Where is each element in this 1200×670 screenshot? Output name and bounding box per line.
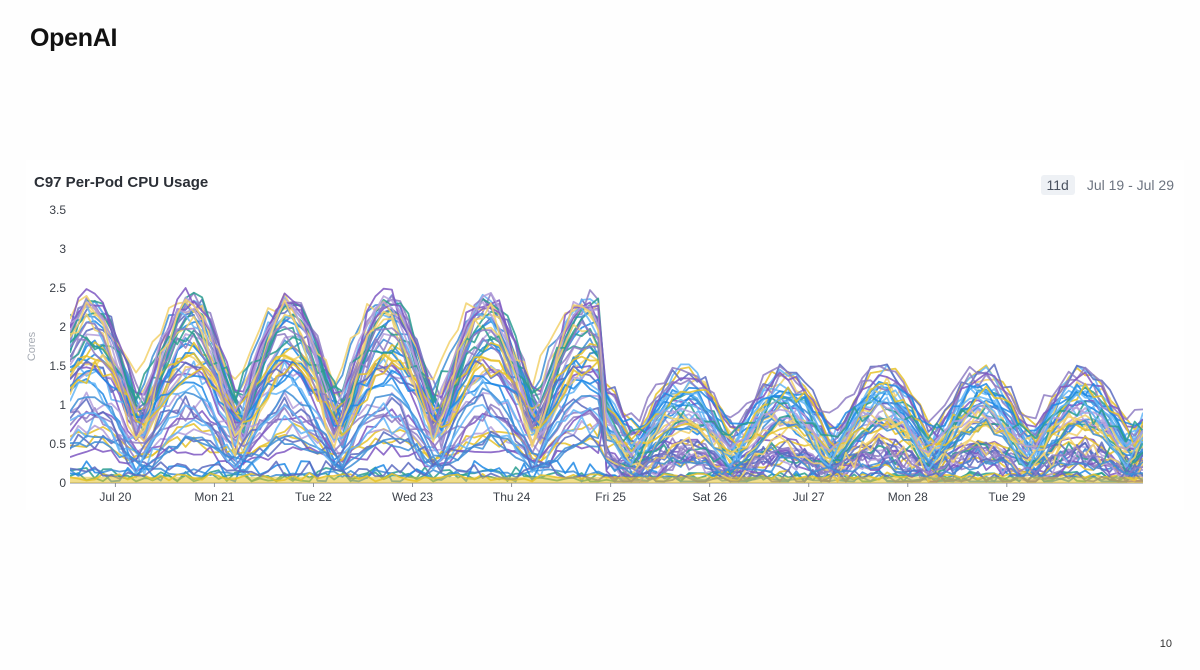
y-tick-label: 0 — [59, 476, 66, 490]
pod-series-line — [70, 368, 1143, 432]
x-tick-label: Wed 23 — [392, 490, 433, 504]
y-tick-label: 2.5 — [49, 281, 66, 295]
x-tick-label: Tue 29 — [988, 490, 1025, 504]
y-tick-label: 3 — [59, 242, 66, 256]
openai-logo: OpenAI — [30, 24, 118, 52]
chart-title: C97 Per-Pod CPU Usage — [34, 174, 209, 191]
date-range-label[interactable]: Jul 19 - Jul 29 — [1086, 177, 1174, 193]
x-tick-label: Tue 22 — [295, 490, 332, 504]
pod-series-group — [70, 287, 1143, 483]
x-tick-label: Jul 27 — [793, 490, 825, 504]
pod-series-line — [70, 298, 1143, 483]
time-range-selector[interactable]: 11d Jul 19 - Jul 29 — [1040, 175, 1174, 195]
duration-badge[interactable]: 11d — [1040, 175, 1075, 195]
x-tick-label: Fri 25 — [595, 490, 626, 504]
page-number: 10 — [1159, 638, 1172, 650]
y-tick-label: 1.5 — [49, 359, 66, 373]
y-tick-label: 2 — [59, 320, 66, 334]
y-tick-label: 1 — [59, 398, 66, 412]
pod-series-line — [70, 393, 1143, 475]
x-tick-label: Sat 26 — [692, 490, 727, 504]
y-axis-title: Cores — [26, 331, 38, 361]
chart-panel: C97 Per-Pod CPU Usage 11d Jul 19 - Jul 2… — [26, 160, 1184, 510]
baseline-band — [70, 476, 1143, 483]
x-tick-label: Thu 24 — [493, 490, 531, 504]
cpu-usage-chart[interactable]: 0 0.5 1 1.5 2 2.5 3 3.5 Cores Jul 20 Mon 21 Tue 22 W… — [26, 160, 1184, 510]
x-tick-label: Mon 28 — [888, 490, 928, 504]
pod-series-line — [70, 433, 1143, 480]
pod-series-line — [70, 391, 1143, 453]
x-tick-label: Jul 20 — [99, 490, 131, 504]
pod-series-line — [70, 300, 1143, 458]
y-tick-label: 3.5 — [49, 203, 66, 217]
y-tick-label: 0.5 — [49, 437, 66, 451]
pod-series-line — [70, 320, 1143, 479]
x-tick-label: Mon 21 — [194, 490, 234, 504]
